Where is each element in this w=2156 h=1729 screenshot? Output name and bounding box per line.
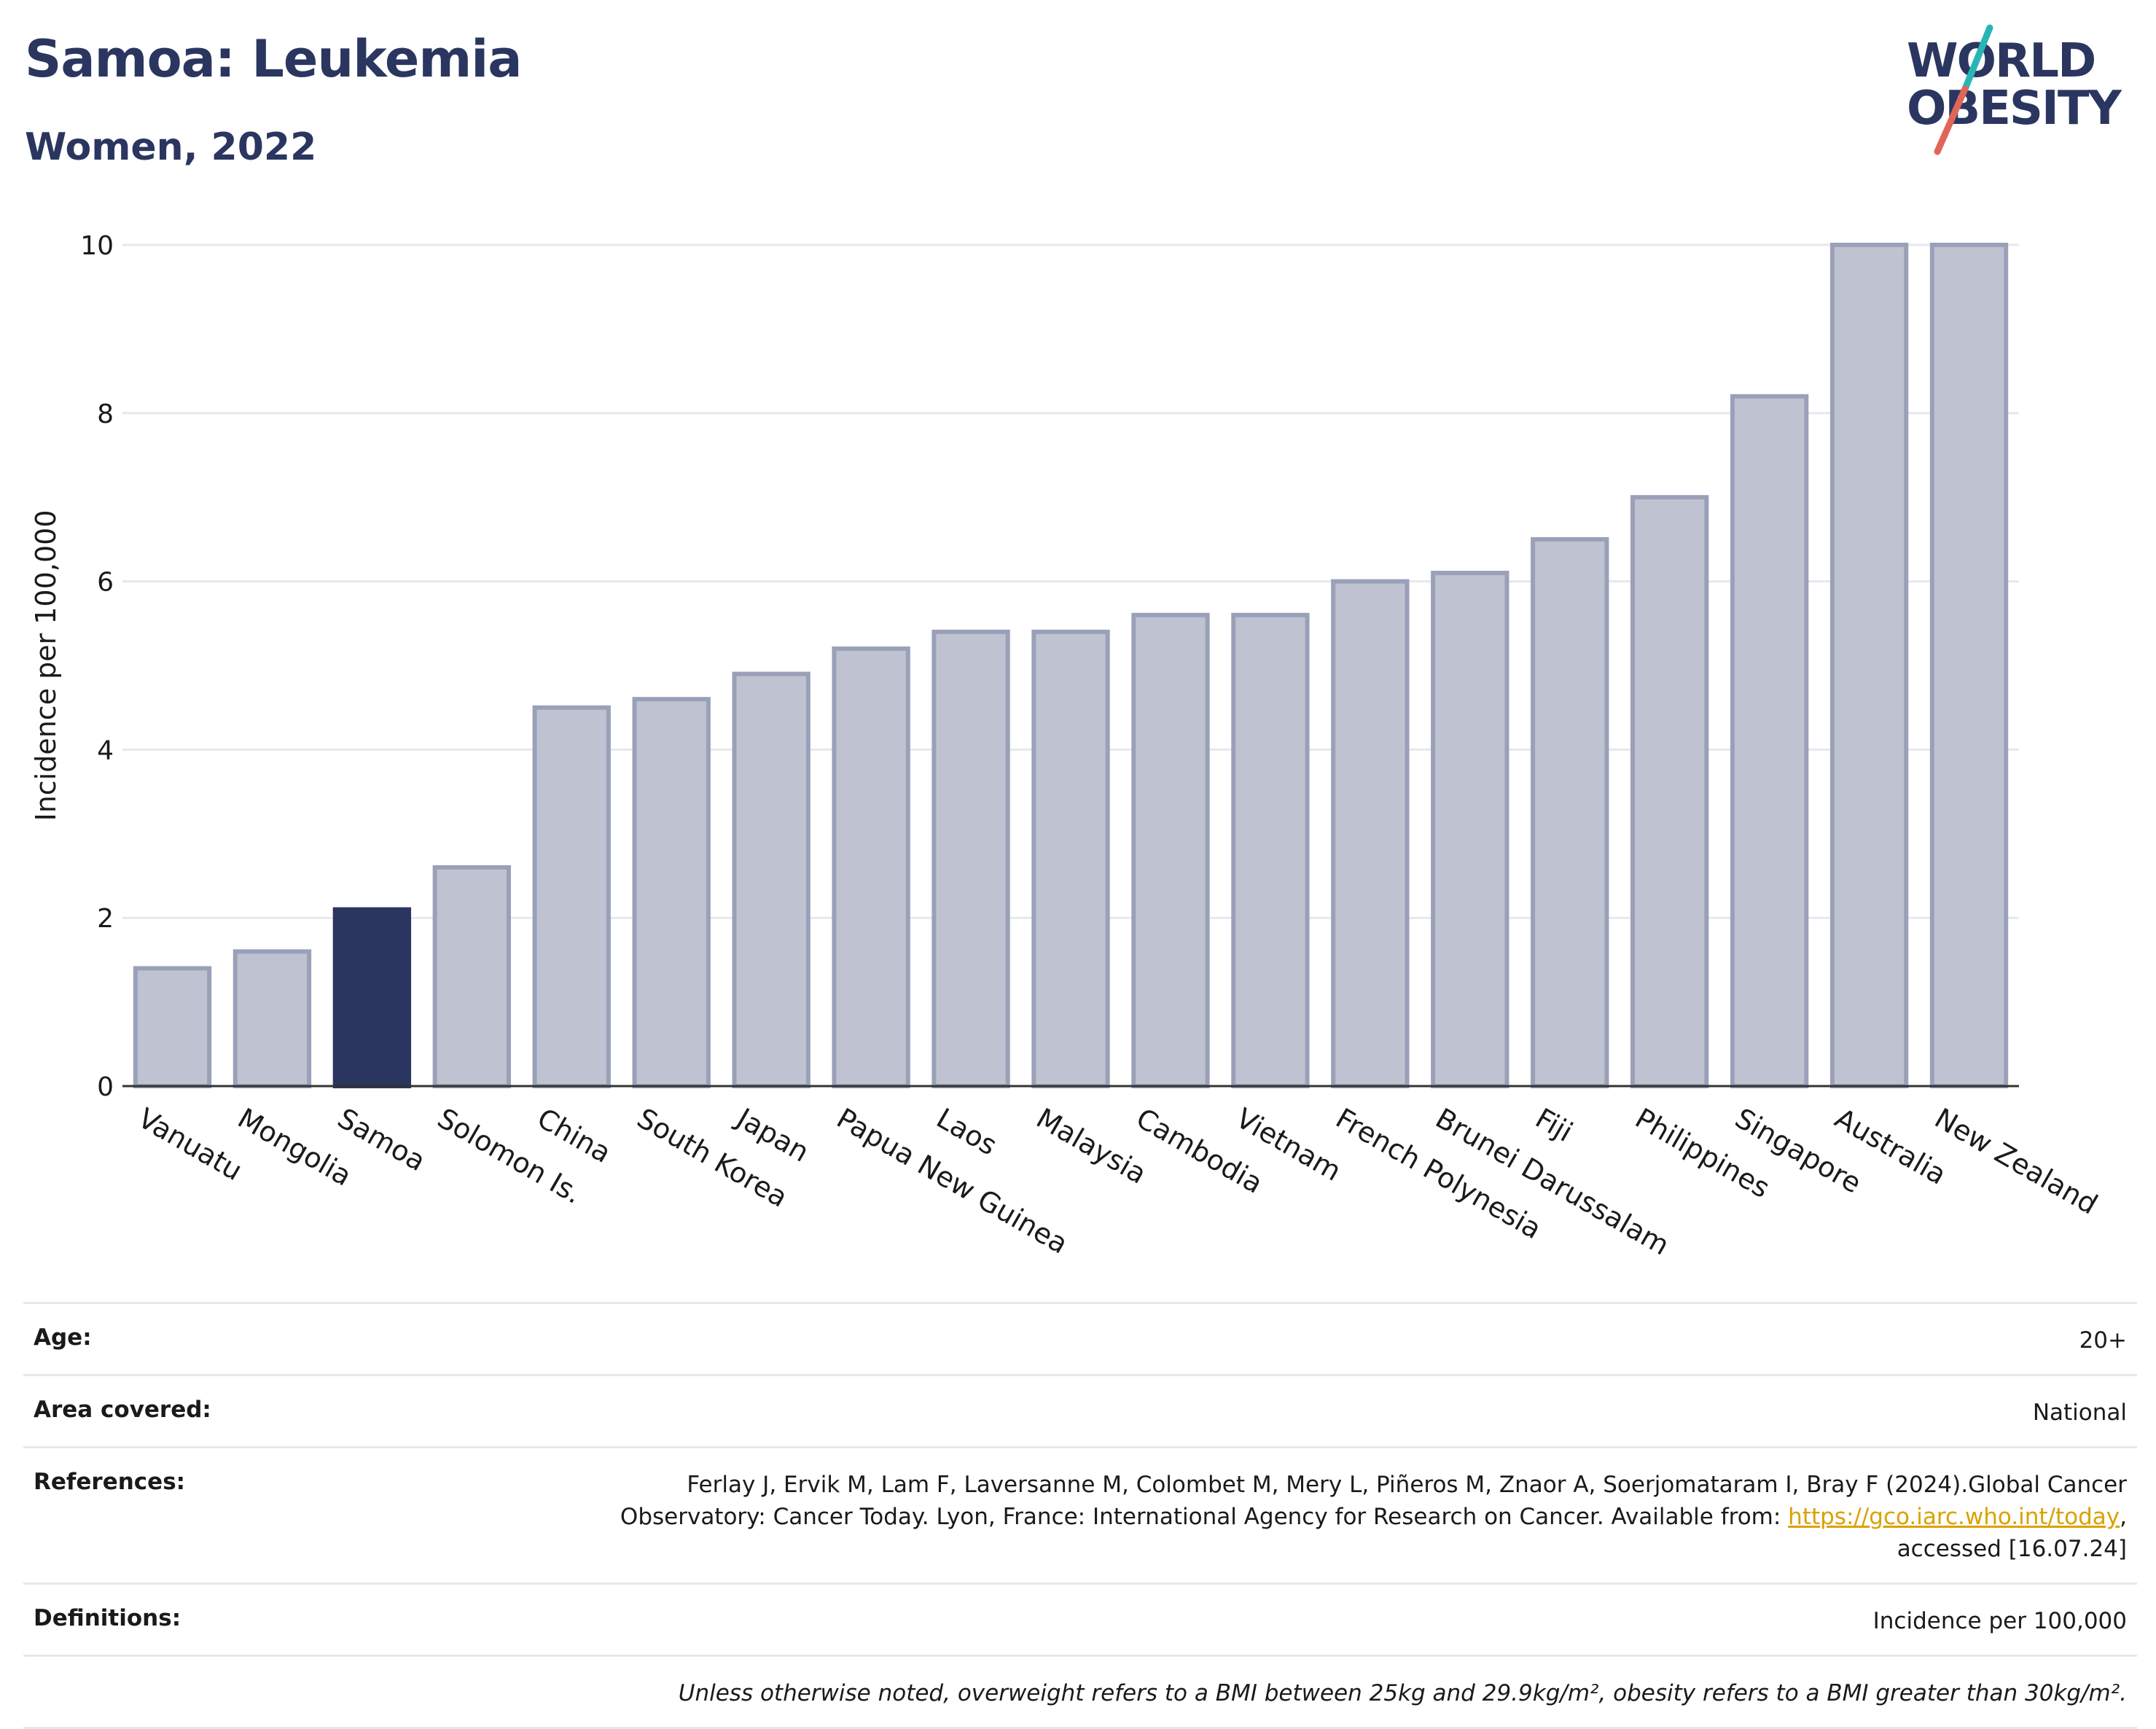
y-tick-label: 8 xyxy=(97,399,114,429)
page-subtitle: Women, 2022 xyxy=(25,125,317,169)
logo-line2: OBESITY xyxy=(1907,82,2122,136)
info-row-references: References: Ferlay J, Ervik M, Lam F, La… xyxy=(23,1446,2137,1582)
area-value: National xyxy=(2032,1400,2127,1426)
y-tick-label: 4 xyxy=(97,735,114,765)
y-tick-label: 2 xyxy=(97,904,114,934)
bar-mongolia xyxy=(233,949,312,1088)
bar-philippines xyxy=(1630,495,1709,1088)
x-tick-label: Malaysia xyxy=(1031,1102,1152,1190)
definitions-value: Incidence per 100,000 xyxy=(1872,1608,2127,1634)
x-tick-label: Laos xyxy=(931,1102,1003,1162)
bar-french-polynesia xyxy=(1331,579,1410,1088)
bar-samoa xyxy=(332,907,412,1089)
bar-papua-new-guinea xyxy=(832,646,910,1088)
bar-malaysia xyxy=(1031,629,1110,1088)
y-tick-label: 6 xyxy=(97,568,114,598)
x-tick-label: Vanuatu xyxy=(133,1102,248,1187)
world-obesity-logo: WORLD OBESITY xyxy=(1907,24,2123,155)
bar-solomon-is- xyxy=(432,864,511,1088)
info-row-definitions: Definitions: Incidence per 100,000 xyxy=(23,1582,2137,1655)
references-accessed: , accessed [16.07.24] xyxy=(1897,1504,2127,1562)
age-label: Age: xyxy=(34,1324,92,1351)
chart-bars xyxy=(133,243,2009,1089)
info-row-area: Area covered: National xyxy=(23,1374,2137,1446)
y-tick-label: 10 xyxy=(80,231,114,261)
area-label: Area covered: xyxy=(34,1397,211,1423)
x-tick-label: Mongolia xyxy=(233,1102,357,1193)
references-value: Ferlay J, Ervik M, Lam F, Laversanne M, … xyxy=(552,1469,2127,1565)
bar-vietnam xyxy=(1231,612,1310,1088)
references-link[interactable]: https://gco.iarc.who.int/today xyxy=(1788,1504,2120,1530)
bar-new-zealand xyxy=(1929,243,2009,1088)
bar-cambodia xyxy=(1131,612,1210,1088)
y-tick-labels: 0 2 4 6 8 10 xyxy=(80,231,114,1102)
bar-laos xyxy=(931,629,1010,1088)
references-label: References: xyxy=(34,1469,186,1495)
bar-australia xyxy=(1829,243,1909,1088)
bar-south-korea xyxy=(632,697,711,1088)
age-value: 20+ xyxy=(2079,1327,2127,1354)
references-text: Ferlay J, Ervik M, Lam F, Laversanne M, … xyxy=(620,1472,2127,1530)
bar-fiji xyxy=(1531,536,1609,1088)
bmi-note: Unless otherwise noted, overweight refer… xyxy=(678,1680,2127,1706)
info-row-note: Unless otherwise noted, overweight refer… xyxy=(23,1655,2137,1729)
logo-slash-top xyxy=(1961,24,1993,93)
bar-brunei-darussalam xyxy=(1431,571,1509,1088)
bar-japan xyxy=(732,671,811,1088)
bar-vanuatu xyxy=(133,966,212,1088)
info-row-age: Age: 20+ xyxy=(23,1302,2137,1374)
info-table: Age: 20+ Area covered: National Referenc… xyxy=(23,1302,2137,1729)
bar-china xyxy=(532,705,611,1088)
logo-line1: WORLD xyxy=(1907,34,2095,88)
y-tick-label: 0 xyxy=(97,1072,114,1102)
x-tick-label: New Zealand xyxy=(1929,1102,2103,1221)
page-title: Samoa: Leukemia xyxy=(25,29,523,89)
bar-singapore xyxy=(1730,394,1809,1088)
logo-slash-bottom xyxy=(1934,85,1969,155)
x-tick-label: Fiji xyxy=(1530,1102,1578,1148)
definitions-label: Definitions: xyxy=(34,1605,181,1631)
y-axis-label: Incidence per 100,000 xyxy=(30,510,62,821)
